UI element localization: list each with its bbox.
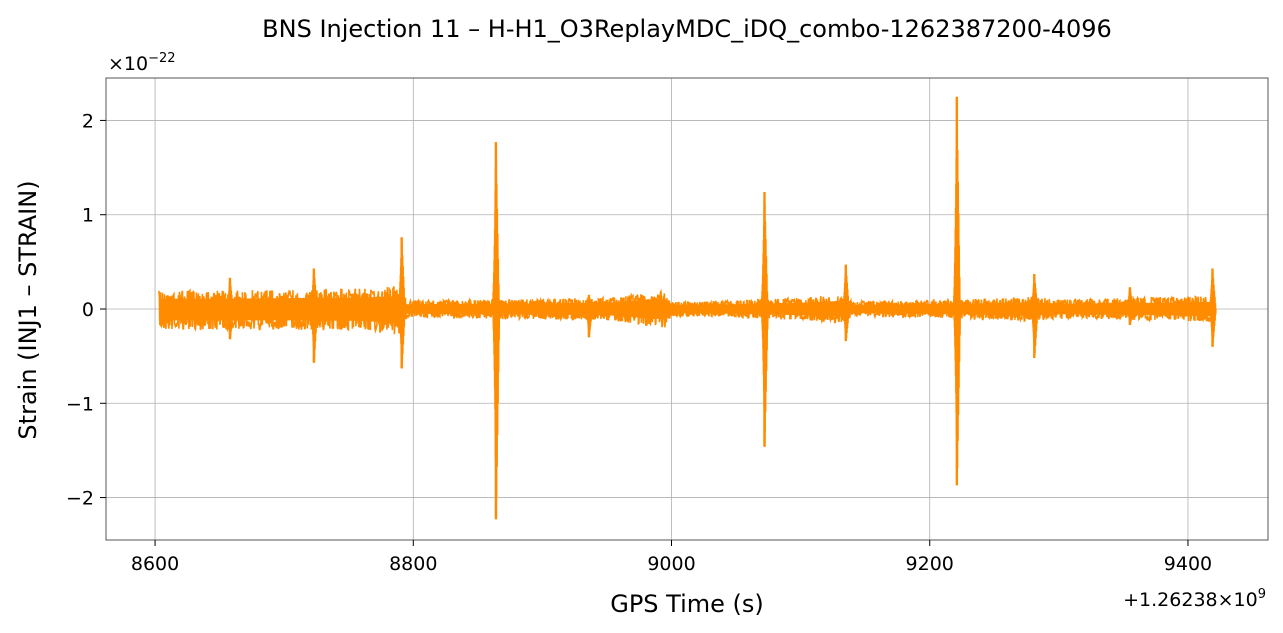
strain-noise-band	[158, 286, 1216, 335]
y-scale-exponent: −22	[148, 51, 175, 66]
y-tick-label: −1	[66, 393, 94, 415]
strain-spike	[1207, 268, 1217, 347]
strain-spike	[759, 192, 769, 447]
strain-spike	[841, 264, 850, 342]
y-tick-label: 2	[82, 110, 94, 132]
strain-spike	[584, 294, 594, 338]
x-tick-label: 8600	[131, 553, 179, 575]
y-tick-label: 0	[82, 299, 94, 321]
x-tick-label: 8800	[389, 553, 437, 575]
strain-spike	[952, 96, 961, 486]
x-offset-exponent: 9	[1258, 587, 1266, 602]
x-tick-label: 9000	[647, 553, 695, 575]
x-offset-label: +1.26238×10	[1123, 589, 1258, 611]
strain-spike	[309, 268, 319, 363]
svg-text:×10−22: ×10−22	[108, 51, 176, 75]
strain-core-band	[158, 296, 1216, 324]
strain-spike	[491, 142, 501, 520]
y-tick-label: 1	[82, 205, 94, 227]
strain-series	[158, 96, 1217, 520]
chart-title: BNS Injection 11 – H-H1_O3ReplayMDC_iDQ_…	[262, 15, 1112, 43]
y-scale-factor: ×10−22	[108, 51, 176, 75]
y-axis-label: Strain (INJ1 – STRAIN)	[14, 180, 42, 439]
x-axis-label: GPS Time (s)	[610, 590, 764, 618]
x-tick-label: 9400	[1164, 553, 1212, 575]
strain-spike	[397, 237, 406, 369]
strain-spike	[225, 277, 235, 340]
axis-ticks: 8600 8800 9000 9200 9400 2 1 0 −1 −2	[66, 110, 1212, 575]
y-tick-label: −2	[66, 488, 94, 510]
strain-spike	[1125, 287, 1135, 326]
x-offset-factor: +1.26238×109	[1123, 587, 1266, 611]
svg-text:+1.26238×109: +1.26238×109	[1123, 587, 1266, 611]
strain-spike	[1029, 274, 1039, 359]
x-tick-label: 9200	[906, 553, 954, 575]
y-scale-label: ×10	[108, 53, 148, 75]
